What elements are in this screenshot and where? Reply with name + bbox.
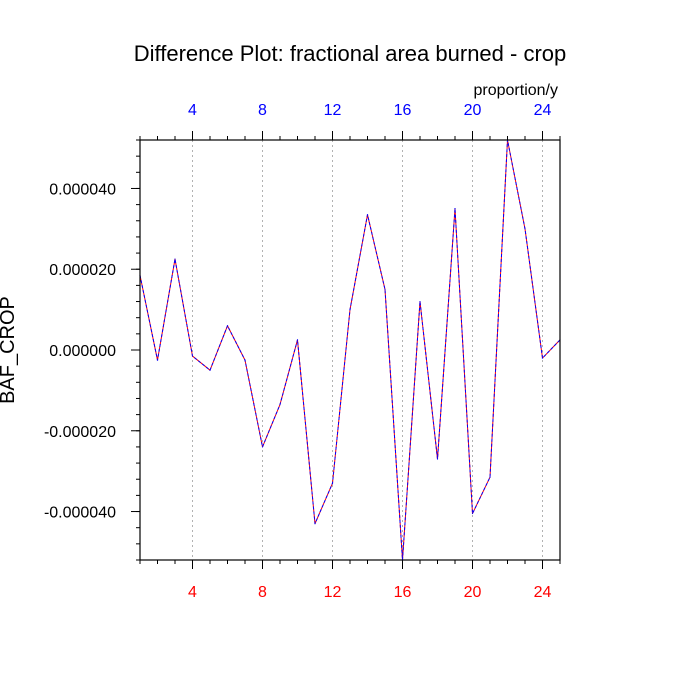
- data-point: [244, 359, 246, 361]
- x-tick-label-top: 20: [464, 102, 482, 119]
- data-point: [209, 369, 211, 371]
- data-point: [524, 228, 526, 230]
- data-point: [454, 208, 456, 210]
- grid-lines: [192, 140, 543, 560]
- data-point: [314, 523, 316, 525]
- x-tick-label-bottom: 4: [188, 584, 197, 601]
- data-point: [436, 458, 439, 460]
- y-tick-label: -0.000040: [44, 505, 116, 522]
- y-tick-label: -0.000020: [44, 424, 116, 441]
- data-point: [349, 309, 351, 311]
- plot-frame: [139, 139, 561, 561]
- x-tick-label-bottom: 20: [464, 584, 482, 601]
- data-point: [541, 357, 544, 359]
- major-ticks: [131, 131, 543, 569]
- data-point: [156, 359, 159, 361]
- y-tick-label: 0.000000: [49, 343, 116, 360]
- x-tick-label-top: 16: [394, 102, 412, 119]
- x-tick-label-bottom: 24: [534, 584, 552, 601]
- y-axis-label: BAF_CROP: [0, 296, 19, 404]
- tick-labels: 4 4 8 8 12 12 16 16 20 20 24 24 0.000040 0.000020 0.00…: [44, 102, 552, 601]
- x-tick-label-bottom: 16: [394, 584, 412, 601]
- x-tick-label-top: 24: [534, 102, 552, 119]
- data-point: [226, 325, 229, 327]
- data-point: [384, 288, 386, 291]
- data-point: [471, 512, 474, 515]
- x-tick-label-top: 8: [258, 102, 267, 119]
- data-point: [191, 355, 194, 357]
- data-point: [296, 339, 299, 341]
- x-tick-label-bottom: 12: [324, 584, 342, 601]
- data-point: [261, 446, 264, 448]
- data-point: [419, 300, 421, 303]
- chart-title: Difference Plot: fractional area burned …: [134, 41, 567, 66]
- y-tick-label: 0.000040: [49, 181, 116, 198]
- y-tick-label: 0.000020: [49, 262, 116, 279]
- data-point: [366, 214, 369, 216]
- series-line-blue-dashed: [139, 139, 561, 561]
- data-series: [139, 139, 561, 561]
- units-label: proportion/y: [474, 82, 559, 99]
- x-tick-label-top: 12: [324, 102, 342, 119]
- x-tick-label-bottom: 8: [258, 584, 267, 601]
- x-tick-label-top: 4: [188, 102, 197, 119]
- data-point: [279, 403, 281, 406]
- data-point: [489, 476, 491, 478]
- data-point: [331, 482, 334, 484]
- data-point: [174, 258, 176, 260]
